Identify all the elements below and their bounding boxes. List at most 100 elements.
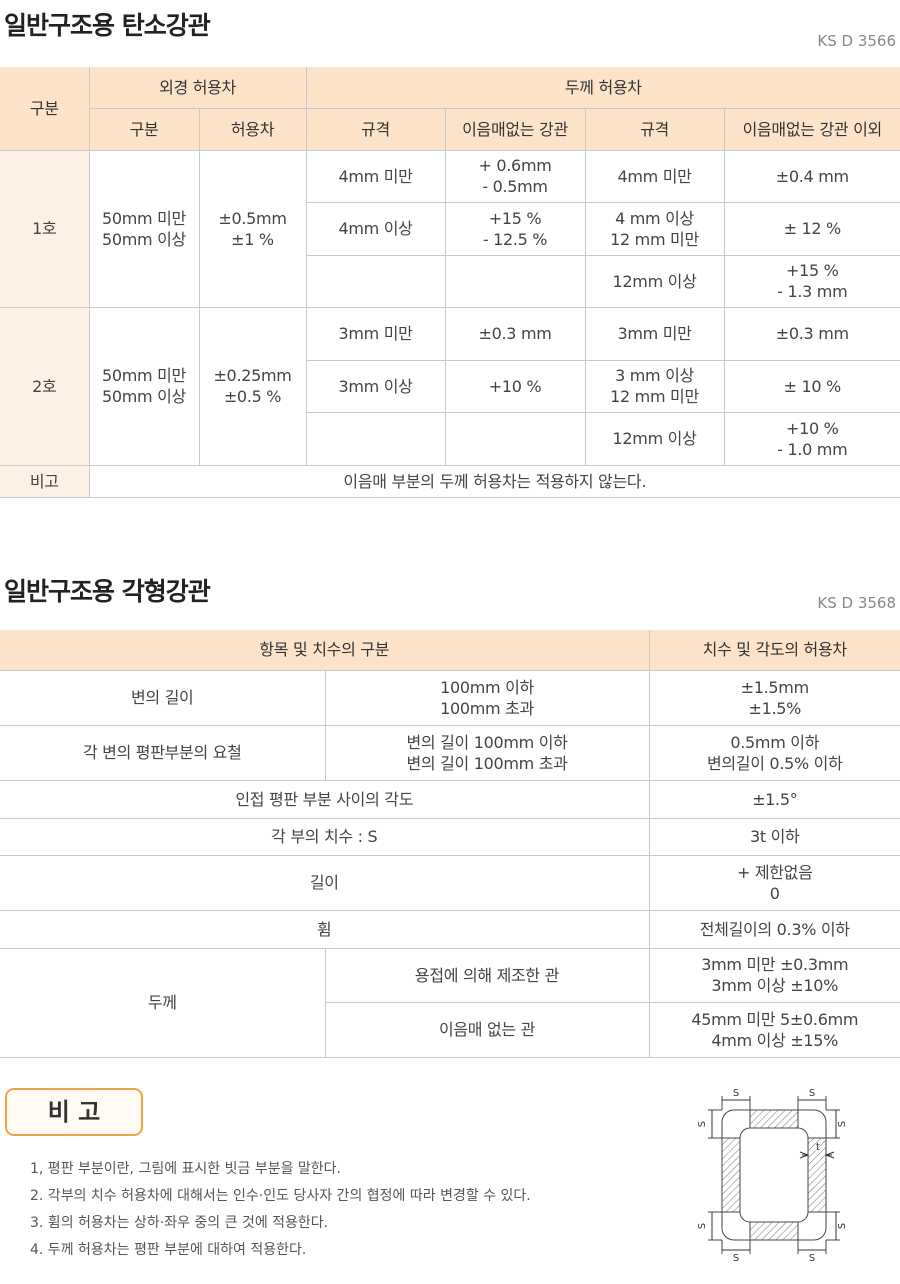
element: 일반구조용 각형강관: [4, 577, 211, 606]
table-cell: 12mm 이상: [584, 411, 725, 466]
cell-line: ±0.4 mm: [775, 166, 849, 186]
cell-line: +15 %: [785, 261, 839, 280]
table-cell: +10 %: [444, 359, 586, 413]
cell-line: ±1.5mm: [740, 677, 810, 697]
table-cell: 3mm 이상: [306, 359, 446, 413]
cell-line: 50mm 미만: [102, 208, 186, 228]
table-cell: 각 부의 치수 : S: [0, 817, 650, 856]
cell-line: 12 mm 미만: [610, 229, 699, 249]
table-cell: ±0.5mm ±1 %: [198, 149, 307, 308]
element: [711, 1099, 837, 1251]
element: [749, 1109, 799, 1129]
table-cell: [444, 254, 586, 308]
element: 1, 평판 부분이란, 그림에 표시한 빗금 부분을 말한다.: [30, 1161, 342, 1177]
table-cell: 45mm 미만 5±0.6mm 4mm 이상 ±15%: [648, 1001, 900, 1058]
table-row: 3mm 이상 +10 % 3 mm 이상 12 mm 미만 ± 10 %: [0, 359, 900, 413]
table-cell: ±0.25mm ±0.5 %: [198, 306, 307, 466]
table-row: 12mm 이상 +15 % - 1.3 mm: [0, 254, 900, 308]
cell-line: ±0.3 mm: [775, 324, 849, 343]
table-cell: 이음매없는 강관 이외: [723, 107, 900, 151]
cell-line: 100mm 초과: [440, 698, 534, 718]
cell-line: +15 %: [488, 208, 542, 228]
table-cell: [306, 254, 446, 308]
table-cell: 3 mm 이상 12 mm 미만: [584, 359, 725, 413]
table-row: 인접 평판 부분 사이의 각도 ±1.5°: [0, 779, 900, 819]
cell-line: 3mm 미만: [338, 324, 413, 343]
table-row: 두께 용접에 의해 제조한 관 3mm 미만 ±0.3mm 3mm 이상 ±10%: [0, 947, 900, 1058]
cell-line: 100mm 이하: [440, 677, 534, 697]
table-cell: 이음매 없는 관: [325, 1001, 650, 1058]
table-cell: [306, 411, 446, 466]
element: KS D 3568: [817, 594, 896, 612]
cell-line: ±0.25mm: [213, 366, 292, 385]
element: S: [733, 1253, 739, 1264]
table-carbon-pipe: 구분 외경 허용차 두께 허용차 구분 허용차 규격 이음매없는 강관 규격 이음매없는 강관…: [0, 67, 900, 498]
cell-line: 4mm 이상 ±15%: [711, 1030, 839, 1050]
table-row: 12mm 이상 +10 % - 1.0 mm: [0, 411, 900, 466]
element: S: [837, 1223, 848, 1229]
table-cell: ± 12 %: [723, 201, 900, 256]
cell-line: 0.5mm 이하: [730, 732, 820, 752]
table-row: 길이 + 제한없음 0: [0, 854, 900, 911]
element: [799, 1151, 835, 1159]
cell-line: 12 mm 미만: [610, 387, 699, 406]
table-cell: 4 mm 이상 12 mm 미만: [584, 201, 725, 256]
cell-line: ±0.5mm: [218, 208, 287, 228]
cell-line: 50mm 이상: [102, 387, 186, 406]
table-cell: 두께: [0, 947, 326, 1058]
element: 비 고: [5, 1088, 143, 1136]
element: [749, 1221, 799, 1241]
table-cell: 100mm 이하 100mm 초과: [324, 669, 650, 726]
cell-line: - 0.5mm: [482, 177, 548, 196]
element: S: [837, 1121, 848, 1127]
cell-line: ±1 %: [231, 229, 274, 249]
element: S: [697, 1223, 708, 1229]
table-cell: ±0.3 mm: [444, 306, 586, 361]
table-cell: 4mm 이상: [306, 201, 446, 256]
cell-line: 4mm 이상: [338, 219, 413, 238]
cell-line: 4 mm 이상: [615, 208, 694, 228]
cell-line: 50mm 이상: [102, 229, 186, 249]
table-cell: 인접 평판 부분 사이의 각도: [0, 779, 650, 819]
table-cell: 규격: [305, 107, 446, 151]
table-row: 각 변의 평판부분의 요철 변의 길이 100mm 이하 변의 길이 100mm 초…: [0, 724, 900, 781]
cell-line: 3mm 이상 ±10%: [711, 976, 839, 995]
table-cell: + 제한없음 0: [648, 854, 900, 911]
table-cell: 치수 및 각도의 허용차: [648, 630, 900, 671]
table-row: 구분 외경 허용차 두께 허용차: [0, 67, 900, 151]
table-row: 구분 허용차 규격 이음매없는 강관 규격 이음매없는 강관 이외: [0, 107, 900, 151]
cell-line: 이음매 없는 관: [438, 1020, 536, 1039]
cell-line: 용접에 의해 제조한 관: [414, 965, 560, 985]
element: 3. 휨의 허용차는 상하·좌우 중의 큰 것에 적용한다.: [30, 1215, 329, 1231]
table-cell: 규격: [584, 107, 725, 151]
cell-line: +10 %: [488, 376, 542, 396]
element: S: [809, 1253, 815, 1264]
cell-line: 변의 길이 100mm 초과: [406, 753, 568, 773]
cell-line: ±1.5%: [748, 698, 802, 718]
cell-line: 3mm 이상: [338, 376, 413, 396]
table-cell: 0.5mm 이하 변의길이 0.5% 이하: [648, 724, 900, 781]
table-cell: 3mm 미만: [305, 306, 446, 361]
cell-line: 3t 이하: [750, 827, 800, 846]
cell-line: 변의길이 0.5% 이하: [706, 753, 843, 773]
cell-line: 50mm 미만: [102, 366, 186, 385]
table-row: 변의 길이 100mm 이하 100mm 초과 ±1.5mm ±1.5%: [0, 669, 900, 726]
cell-line: 12mm 이상: [612, 271, 697, 291]
table-cell: ±0.4 mm: [723, 149, 900, 203]
table-square-pipe: 항목 및 치수의 구분 치수 및 각도의 허용차 변의 길이 100mm 이하 100…: [0, 630, 900, 1058]
table-cell: 항목 및 치수의 구분: [0, 630, 650, 671]
table-cell: 구분: [0, 67, 90, 151]
table-cell: 3mm 미만 ±0.3mm 3mm 이상 ±10%: [648, 947, 900, 1003]
element: [739, 1127, 809, 1223]
table-cell: 이음매 부분의 두께 허용차는 적용하지 않는다.: [88, 464, 900, 498]
table-cell: 50mm 미만 50mm 이상: [88, 149, 200, 308]
table-cell: [444, 411, 586, 466]
cell-line: + 제한없음: [736, 862, 813, 882]
cell-line: 변의 길이 100mm 이하: [406, 732, 568, 752]
table-cell: ±1.5mm ±1.5%: [648, 669, 900, 726]
cell-line: ±0.3 mm: [478, 324, 552, 343]
table-cell: 1호: [0, 149, 90, 308]
